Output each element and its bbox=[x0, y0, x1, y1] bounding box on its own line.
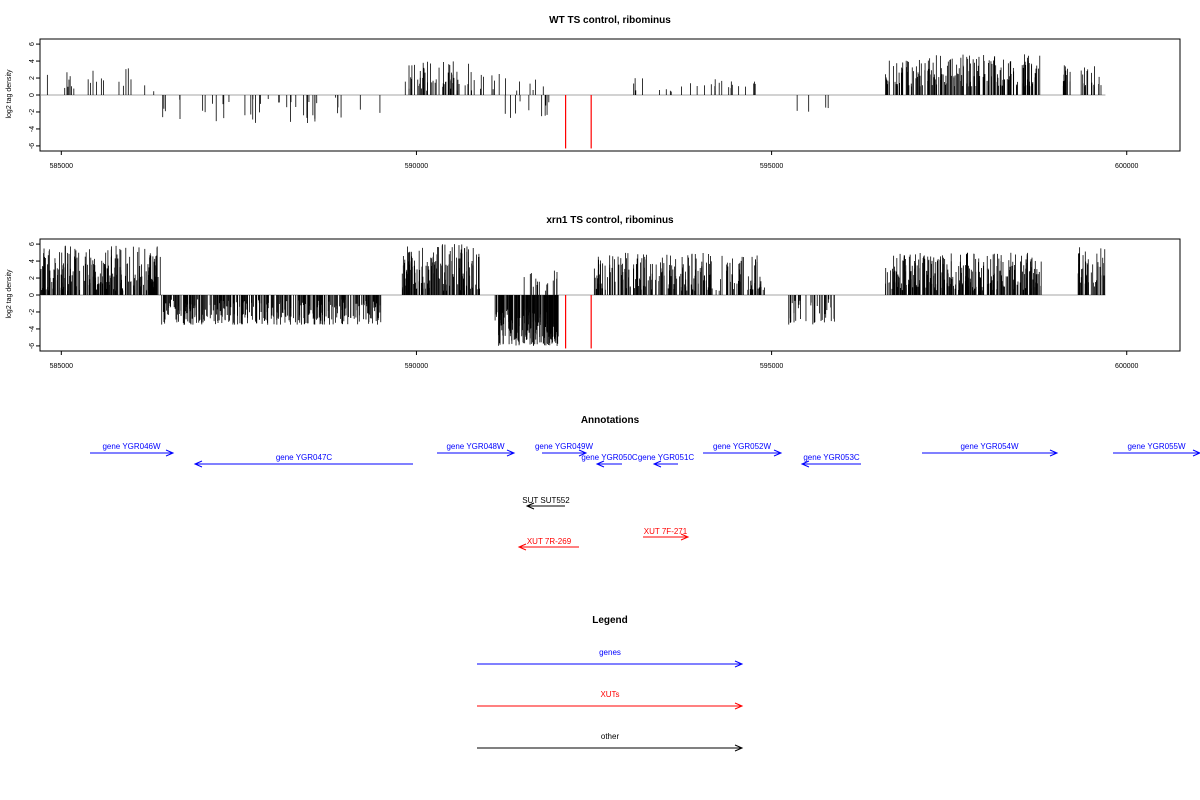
wt-y-axis-label: log2 tag density bbox=[6, 69, 13, 119]
gene-arrow bbox=[922, 449, 1059, 457]
xrn1-x-tick-label: 595000 bbox=[760, 363, 783, 370]
xrn1-y-tick-label: 0 bbox=[29, 293, 36, 297]
gene-arrow bbox=[703, 449, 783, 457]
xrn1-y-tick-label: 2 bbox=[29, 276, 36, 280]
legend-arrow bbox=[477, 702, 744, 710]
legend-label: other bbox=[601, 732, 620, 741]
wt-y-tick-label: 0 bbox=[29, 93, 36, 97]
xrn1-x-tick-label: 585000 bbox=[50, 363, 73, 370]
xut-label: XUT 7R-269 bbox=[527, 537, 572, 546]
gene-label: gene YGR046W bbox=[102, 442, 161, 451]
xut-arrow bbox=[517, 543, 579, 551]
wt-track-panel: WT TS control, ribominus log2 tag densit… bbox=[6, 15, 1181, 170]
xrn1-y-tick-label: -4 bbox=[29, 326, 36, 332]
wt-y-tick-label: 2 bbox=[29, 76, 36, 80]
other-label: SUT SUT552 bbox=[522, 496, 570, 505]
wt-track-title: WT TS control, ribominus bbox=[549, 15, 671, 26]
xrn1-track-title: xrn1 TS control, ribominus bbox=[546, 215, 674, 226]
annotations-title: Annotations bbox=[581, 415, 640, 426]
xrn1-y-tick-label: 4 bbox=[29, 259, 36, 263]
gene-label: gene YGR050C bbox=[581, 453, 638, 462]
gene-arrow bbox=[652, 460, 678, 468]
gene-label: gene YGR054W bbox=[960, 442, 1019, 451]
gene-arrow bbox=[90, 449, 175, 457]
gene-arrow bbox=[1113, 449, 1200, 457]
legend-panel: Legend genes XUTs other bbox=[477, 615, 744, 752]
xrn1-y-tick-label: 6 bbox=[29, 242, 36, 246]
gene-arrow bbox=[193, 460, 413, 468]
xrn1-x-tick-label: 590000 bbox=[405, 363, 428, 370]
xut-arrow bbox=[643, 533, 690, 541]
wt-x-tick-label: 585000 bbox=[50, 163, 73, 170]
wt-y-tick-label: -6 bbox=[29, 143, 36, 149]
gene-label: gene YGR052W bbox=[713, 442, 772, 451]
wt-x-tick-label: 590000 bbox=[405, 163, 428, 170]
gene-label: gene YGR051C bbox=[638, 453, 695, 462]
gene-label: gene YGR053C bbox=[803, 453, 860, 462]
gene-arrow bbox=[595, 460, 622, 468]
wt-y-tick-label: -4 bbox=[29, 126, 36, 132]
wt-y-tick-label: -2 bbox=[29, 109, 36, 115]
xrn1-track-panel: xrn1 TS control, ribominus log2 tag dens… bbox=[6, 215, 1181, 370]
wt-x-tick-label: 600000 bbox=[1115, 163, 1138, 170]
other-arrow bbox=[525, 502, 565, 510]
gene-label: gene YGR047C bbox=[276, 453, 333, 462]
gene-arrow bbox=[800, 460, 861, 468]
legend-title: Legend bbox=[592, 615, 628, 626]
wt-y-tick-label: 6 bbox=[29, 42, 36, 46]
xrn1-y-axis-label: log2 tag density bbox=[6, 269, 13, 319]
legend-label: genes bbox=[599, 648, 621, 657]
gene-arrow bbox=[542, 449, 588, 457]
xrn1-y-tick-label: -2 bbox=[29, 309, 36, 315]
legend-arrow bbox=[477, 660, 744, 668]
gene-label: gene YGR048W bbox=[446, 442, 505, 451]
gene-arrow bbox=[437, 449, 516, 457]
legend-label: XUTs bbox=[600, 690, 619, 699]
xrn1-y-tick-label: -6 bbox=[29, 343, 36, 349]
xut-label: XUT 7F-271 bbox=[644, 527, 688, 536]
wt-x-tick-label: 595000 bbox=[760, 163, 783, 170]
xrn1-x-tick-label: 600000 bbox=[1115, 363, 1138, 370]
legend-arrow bbox=[477, 744, 744, 752]
gene-label: gene YGR055W bbox=[1127, 442, 1186, 451]
annotations-panel: Annotations gene YGR046W gene YGR047C gene… bbox=[90, 415, 1200, 551]
gene-label: gene YGR049W bbox=[535, 442, 594, 451]
wt-y-tick-label: 4 bbox=[29, 59, 36, 63]
